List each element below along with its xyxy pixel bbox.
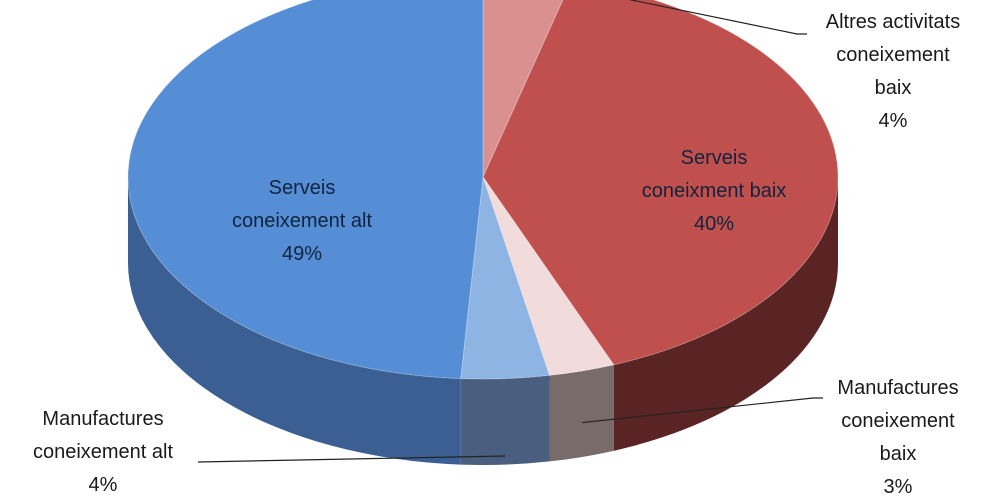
- slice-label-3: Manufactures coneixement alt 4%: [33, 408, 174, 496]
- leader-line-2: [581, 397, 823, 424]
- slice-label-0: Altres activitats coneixement baix 4%: [826, 11, 960, 132]
- slice-label-line: coneixement alt: [232, 210, 373, 232]
- slice-label-line: coneixement alt: [33, 441, 174, 463]
- slice-label-line: baix: [880, 443, 917, 465]
- slice-label-line: 4%: [879, 110, 908, 132]
- leader-line-0: [628, 0, 807, 35]
- slice-label-line: Manufactures: [837, 377, 958, 399]
- pie-side-4: [128, 177, 461, 465]
- slice-label-line: coneixement: [841, 410, 955, 432]
- slice-label-line: baix: [875, 77, 912, 99]
- pie-slice-3: [460, 176, 551, 380]
- slice-label-4: Serveis coneixement alt 49%: [232, 177, 373, 265]
- pie-slice-2: [482, 176, 615, 376]
- slice-label-line: 4%: [89, 474, 118, 496]
- slice-label-1: Serveis coneixment baix 40%: [642, 147, 787, 235]
- slice-label-2: Manufactures coneixement baix 3%: [837, 377, 958, 498]
- pie-slices: [127, 0, 839, 380]
- slice-labels: Altres activitats coneixement baix 4% Servei…: [33, 11, 960, 498]
- slice-label-line: coneixement: [836, 44, 950, 66]
- pie-slice-0: [482, 0, 564, 178]
- pie-sides: [128, 177, 838, 465]
- slice-label-line: 49%: [282, 243, 322, 265]
- pie-side-3: [460, 375, 550, 465]
- slice-label-line: Serveis: [269, 177, 336, 199]
- slice-label-line: 3%: [884, 476, 913, 498]
- slice-label-line: Serveis: [681, 147, 748, 169]
- pie-side-1: [613, 177, 838, 451]
- leader-lines: [197, 0, 823, 463]
- slice-label-line: 40%: [694, 213, 734, 235]
- slice-label-line: Altres activitats: [826, 11, 960, 33]
- leader-line-3: [197, 455, 506, 463]
- pie-slice-4: [127, 0, 484, 380]
- slice-label-line: Manufactures: [42, 408, 163, 430]
- pie-side-2: [549, 364, 614, 462]
- slice-label-line: coneixment baix: [642, 180, 787, 202]
